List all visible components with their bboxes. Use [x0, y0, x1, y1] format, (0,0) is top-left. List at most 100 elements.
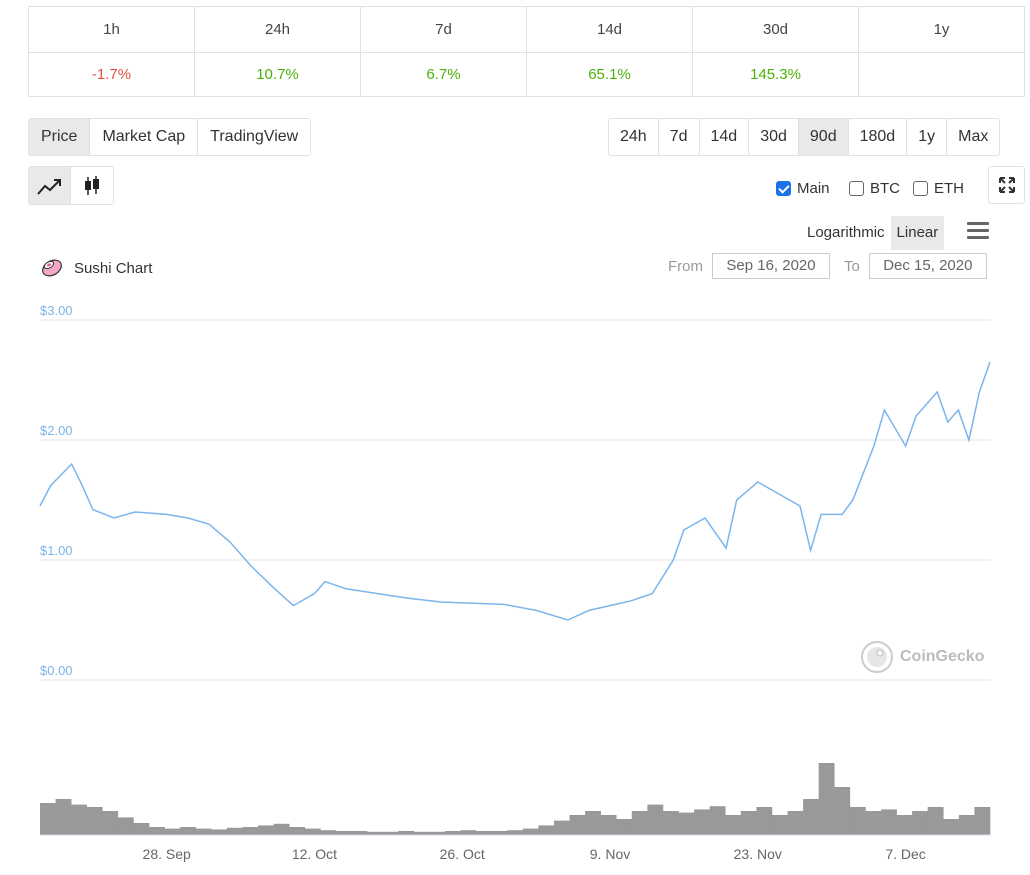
line-chart-button[interactable] [29, 167, 71, 204]
volume-bar [880, 809, 897, 835]
tab-24h[interactable]: 24h [609, 119, 659, 155]
volume-bar [896, 815, 913, 835]
volume-bar [180, 827, 197, 835]
volume-bar [694, 809, 710, 835]
legend-btc[interactable]: BTC [849, 180, 900, 197]
logarithmic-option[interactable]: Logarithmic [807, 224, 885, 241]
tab-tradingview[interactable]: TradingView [198, 119, 311, 155]
volume-bar [912, 811, 929, 835]
date-range: From Sep 16, 2020 To Dec 15, 2020 [668, 253, 987, 279]
price-series-line [39, 361, 991, 621]
change-value-7d: 6.7% [360, 52, 527, 97]
x-tick-label: 7. Dec [885, 846, 925, 862]
legend-eth[interactable]: ETH [913, 180, 964, 197]
volume-bar [273, 823, 290, 835]
change-value-1h: -1.7% [28, 52, 195, 97]
linear-option[interactable]: Linear [890, 216, 945, 250]
candlestick-button[interactable] [71, 167, 113, 204]
y-tick-label: $2.00 [40, 423, 73, 438]
volume-bar [460, 830, 477, 835]
volume-bar [865, 811, 882, 835]
legend-eth-label: ETH [934, 180, 964, 197]
tab-14d[interactable]: 14d [699, 119, 750, 155]
price-chart[interactable]: $3.00 $2.00 $1.00 $0.00 28. Sep 12. Oct 26. Oc… [0, 290, 1030, 875]
tab-price[interactable]: Price [29, 119, 91, 155]
volume-bar [429, 831, 446, 835]
volume-bar [164, 828, 181, 835]
y-tick-label: $1.00 [40, 543, 73, 558]
chart-type-toggle [28, 166, 114, 205]
volume-bar [476, 831, 492, 835]
tab-1y[interactable]: 1y [907, 119, 948, 155]
volume-bar [149, 827, 165, 835]
y-tick-label: $0.00 [40, 663, 73, 678]
fullscreen-button[interactable] [988, 166, 1025, 204]
chart-title: Sushi Chart [40, 256, 152, 280]
tab-7d[interactable]: 7d [658, 119, 700, 155]
volume-bar [491, 831, 508, 835]
volume-bar [553, 820, 570, 835]
volume-bar [40, 803, 56, 835]
to-label: To [844, 257, 860, 275]
main-checkbox[interactable] [776, 181, 791, 196]
volume-bar [413, 831, 430, 835]
volume-bar [86, 807, 103, 835]
volume-bar [133, 823, 150, 835]
volume-bar [974, 807, 991, 835]
tab-180d[interactable]: 180d [848, 119, 908, 155]
change-header-14d: 14d [526, 6, 693, 53]
volume-bar [444, 831, 461, 835]
change-header-24h: 24h [194, 6, 361, 53]
change-header-30d: 30d [692, 6, 859, 53]
volume-bar [616, 819, 633, 835]
volume-bar [71, 804, 88, 835]
volume-bar [507, 830, 524, 835]
chart-title-text: Sushi Chart [74, 259, 153, 277]
volume-bar [958, 815, 975, 835]
from-date-input[interactable]: Sep 16, 2020 [712, 253, 830, 279]
tab-market-cap[interactable]: Market Cap [90, 119, 199, 155]
eth-checkbox[interactable] [913, 181, 928, 196]
volume-bar [242, 827, 259, 835]
change-header-1y: 1y [858, 6, 1025, 53]
tab-30d[interactable]: 30d [749, 119, 799, 155]
volume-bar [803, 799, 819, 835]
price-change-table: 1h 24h 7d 14d 30d 1y -1.7% 10.7% 6.7% 65.1% 145.3… [28, 6, 1025, 97]
volume-bar [55, 799, 72, 835]
volume-bar [304, 828, 321, 835]
volume-bar [725, 815, 742, 835]
coingecko-logo-icon [861, 641, 893, 673]
volume-bar [226, 827, 243, 835]
x-tick-label: 26. Oct [440, 846, 485, 862]
volume-bar [102, 811, 119, 835]
volume-bar [195, 828, 212, 835]
volume-bar [709, 806, 726, 835]
volume-bar [647, 804, 664, 835]
line-chart-icon [36, 178, 61, 195]
volume-bar [678, 812, 695, 835]
sushi-logo-icon [42, 259, 62, 277]
volume-bar [351, 831, 368, 835]
volume-bar [834, 787, 851, 835]
time-range-tabs: 24h 7d 14d 30d 90d 180d 1y Max [608, 118, 1001, 156]
candlestick-icon [85, 175, 99, 195]
tab-90d[interactable]: 90d [798, 119, 849, 155]
legend-main[interactable]: Main [776, 180, 830, 197]
change-header-1h: 1h [28, 6, 195, 53]
volume-bar [335, 831, 352, 835]
volume-bar [662, 811, 679, 835]
volume-bar [818, 763, 835, 835]
from-label: From [668, 257, 703, 275]
x-tick-label: 9. Nov [590, 846, 630, 862]
volume-bar [522, 828, 539, 835]
volume-bar [849, 807, 866, 835]
volume-bar [787, 811, 804, 835]
btc-checkbox[interactable] [849, 181, 864, 196]
volume-bar [367, 831, 383, 835]
to-date-input[interactable]: Dec 15, 2020 [868, 253, 987, 279]
tab-max[interactable]: Max [947, 119, 1000, 155]
volume-bar [927, 807, 944, 835]
change-value-24h: 10.7% [194, 52, 361, 97]
chart-menu-icon[interactable] [967, 222, 989, 243]
x-tick-label: 28. Sep [143, 846, 191, 862]
